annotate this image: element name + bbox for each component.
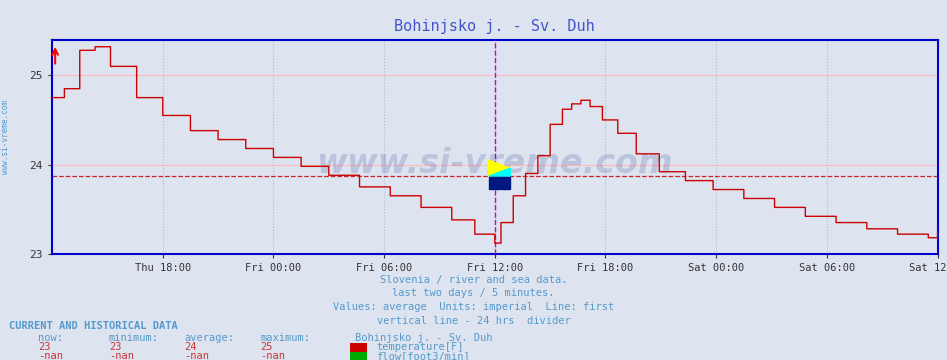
Text: 23: 23 — [38, 342, 50, 352]
Text: Values: average  Units: imperial  Line: first: Values: average Units: imperial Line: fi… — [333, 302, 614, 312]
Text: -nan: -nan — [260, 351, 285, 360]
Text: 25: 25 — [260, 342, 273, 352]
Text: CURRENT AND HISTORICAL DATA: CURRENT AND HISTORICAL DATA — [9, 321, 178, 332]
Text: -nan: -nan — [109, 351, 134, 360]
Text: 24: 24 — [185, 342, 197, 352]
Text: minimum:: minimum: — [109, 333, 159, 343]
Text: flow[foot3/min]: flow[foot3/min] — [376, 351, 470, 360]
Text: 23: 23 — [109, 342, 121, 352]
Text: maximum:: maximum: — [260, 333, 311, 343]
Text: Bohinjsko j. - Sv. Duh: Bohinjsko j. - Sv. Duh — [355, 333, 492, 343]
Bar — [489, 177, 510, 189]
Title: Bohinjsko j. - Sv. Duh: Bohinjsko j. - Sv. Duh — [395, 19, 595, 34]
Polygon shape — [489, 168, 510, 176]
Text: average:: average: — [185, 333, 235, 343]
Text: www.si-vreme.com: www.si-vreme.com — [316, 147, 673, 180]
Text: vertical line - 24 hrs  divider: vertical line - 24 hrs divider — [377, 316, 570, 326]
Text: -nan: -nan — [185, 351, 209, 360]
Text: -nan: -nan — [38, 351, 63, 360]
Text: Slovenia / river and sea data.: Slovenia / river and sea data. — [380, 275, 567, 285]
Text: last two days / 5 minutes.: last two days / 5 minutes. — [392, 288, 555, 298]
Text: www.si-vreme.com: www.si-vreme.com — [1, 100, 10, 174]
Polygon shape — [489, 160, 510, 176]
Text: now:: now: — [38, 333, 63, 343]
Text: temperature[F]: temperature[F] — [376, 342, 463, 352]
